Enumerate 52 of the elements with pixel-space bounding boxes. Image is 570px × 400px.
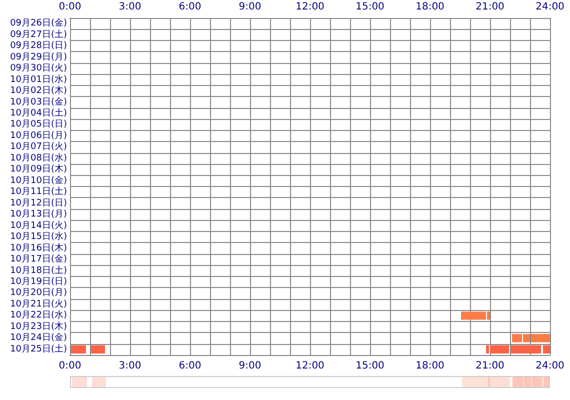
x2-tick-label: 3:00 (118, 2, 142, 12)
x-tick-label: 6:00 (178, 360, 202, 372)
y-tick-label: 10月09日(木) (10, 164, 67, 175)
y-tick-label: 10月05日(日) (10, 120, 67, 130)
y-tick-label: 10月03日(金) (10, 96, 67, 108)
x2-tick-label: 18:00 (416, 2, 444, 12)
y-tick-label: 09月27日(土) (10, 28, 67, 40)
y-tick-label: 09月29日(月) (10, 52, 67, 62)
y-tick-label: 10月17日(金) (10, 254, 67, 265)
x-tick-label: 0:00 (58, 360, 82, 372)
y-tick-label: 10月02日(木) (10, 85, 67, 96)
x2-tick-label: 15:00 (356, 2, 384, 12)
x-tick-label: 18:00 (416, 360, 444, 372)
y-tick-label: 10月10日(金) (10, 174, 67, 186)
y-tick-label: 10月20日(月) (10, 288, 67, 298)
y-tick-label: 10月14日(火) (10, 220, 67, 231)
x2-tick-label: 21:00 (476, 2, 504, 12)
y-tick-label: 09月26日(金) (10, 18, 67, 29)
bar (461, 312, 486, 320)
y-tick-label: 10月16日(木) (10, 242, 67, 254)
bar (511, 345, 541, 354)
x2-tick-label: 24:00 (536, 2, 564, 12)
y-tick-label: 10月24日(金) (10, 332, 67, 344)
y-tick-label: 10月15日(水) (10, 231, 67, 242)
y-tick-label: 09月28日(日) (10, 41, 67, 52)
y-tick-label: 10月01日(水) (10, 74, 67, 85)
x-tick-label: 24:00 (536, 360, 564, 372)
y-tick-label: 10月07日(火) (10, 141, 67, 152)
x-tick-label: 21:00 (476, 360, 504, 372)
bar (490, 345, 509, 354)
x2-tick-label: 12:00 (296, 2, 324, 12)
x-tick-label: 3:00 (118, 360, 142, 372)
x2-tick-label: 6:00 (178, 2, 202, 12)
y-tick-label: 10月08日(水) (10, 152, 67, 164)
y-tick-label: 10月23日(木) (10, 320, 67, 332)
x-tick-label: 15:00 (356, 360, 384, 372)
x-tick-label: 9:00 (238, 360, 262, 372)
y-tick-label: 10月12日(日) (10, 198, 67, 208)
x-tick-label: 12:00 (296, 360, 324, 372)
y-tick-label: 10月06日(月) (10, 130, 67, 141)
bar (543, 345, 550, 354)
y-tick-label: 10月13日(月) (10, 210, 67, 220)
y-tick-label: 09月30日(火) (10, 62, 67, 74)
y-tick-label: 10月04日(土) (10, 107, 67, 118)
x2-tick-label: 9:00 (238, 2, 262, 12)
x2-tick-label: 0:00 (58, 2, 82, 12)
y-tick-label: 10月21日(火) (10, 298, 67, 310)
y-tick-label: 10月25日(土) (10, 343, 67, 354)
y-tick-label: 10月11日(土) (10, 186, 67, 198)
y-tick-label: 10月18日(土) (10, 264, 67, 276)
y-tick-label: 10月19日(日) (10, 276, 67, 287)
y-tick-label: 10月22日(水) (10, 310, 67, 321)
